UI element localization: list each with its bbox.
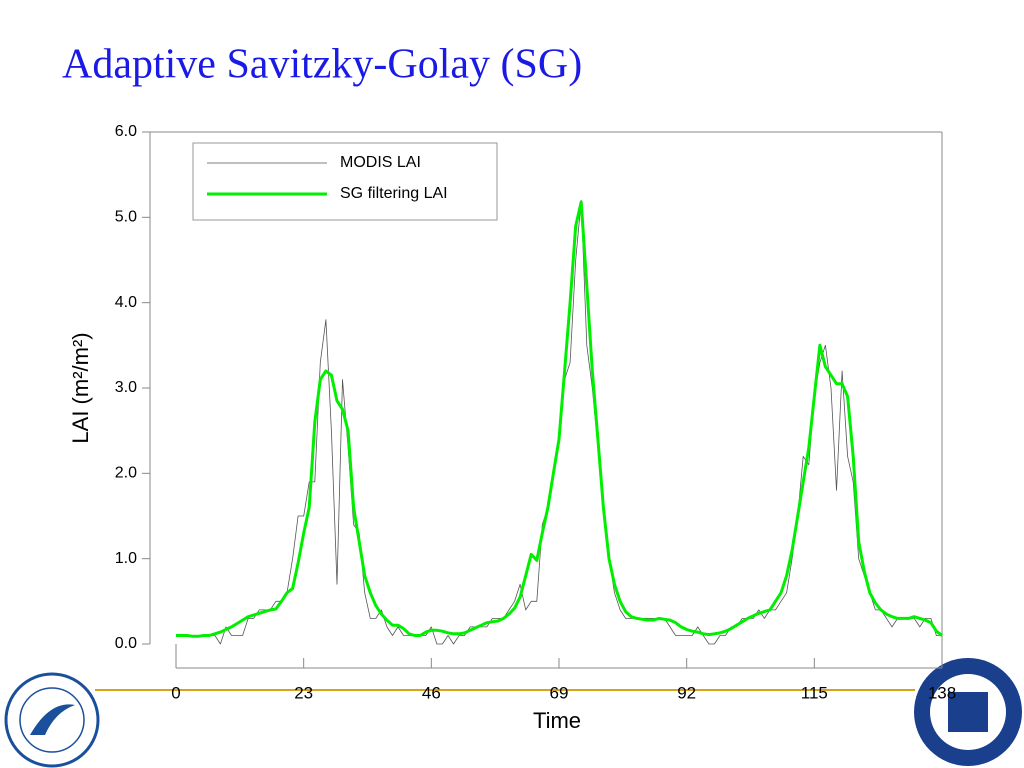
y-tick-label: 1.0 xyxy=(115,550,137,567)
slide-title: Adaptive Savitzky-Golay (SG) xyxy=(62,42,582,88)
x-tick-label: 115 xyxy=(801,683,828,702)
left-logo xyxy=(4,672,100,768)
data-line xyxy=(176,200,943,638)
x-tick-label: 92 xyxy=(677,683,696,702)
y-tick-label: 5.0 xyxy=(115,209,137,226)
x-tick-label: 0 xyxy=(171,683,180,702)
x-tick-label: 69 xyxy=(550,683,569,702)
x-tick-label: 138 xyxy=(928,683,956,702)
legend-label: MODIS LAI xyxy=(340,154,421,171)
x-tick-label: 46 xyxy=(422,683,441,702)
y-tick-label: 4.0 xyxy=(115,294,137,311)
right-logo xyxy=(914,658,1022,766)
x-tick-label: 23 xyxy=(294,683,313,702)
y-tick-label: 0.0 xyxy=(115,635,137,652)
x-axis-label: Time xyxy=(533,708,581,733)
y-tick-label: 2.0 xyxy=(115,465,137,482)
legend xyxy=(192,142,498,221)
y-tick-label: 3.0 xyxy=(115,379,137,396)
legend-label: SG filtering LAI xyxy=(340,185,448,202)
y-axis-label: LAI (m²/m²) xyxy=(68,332,93,443)
y-tick-label: 6.0 xyxy=(115,123,137,140)
